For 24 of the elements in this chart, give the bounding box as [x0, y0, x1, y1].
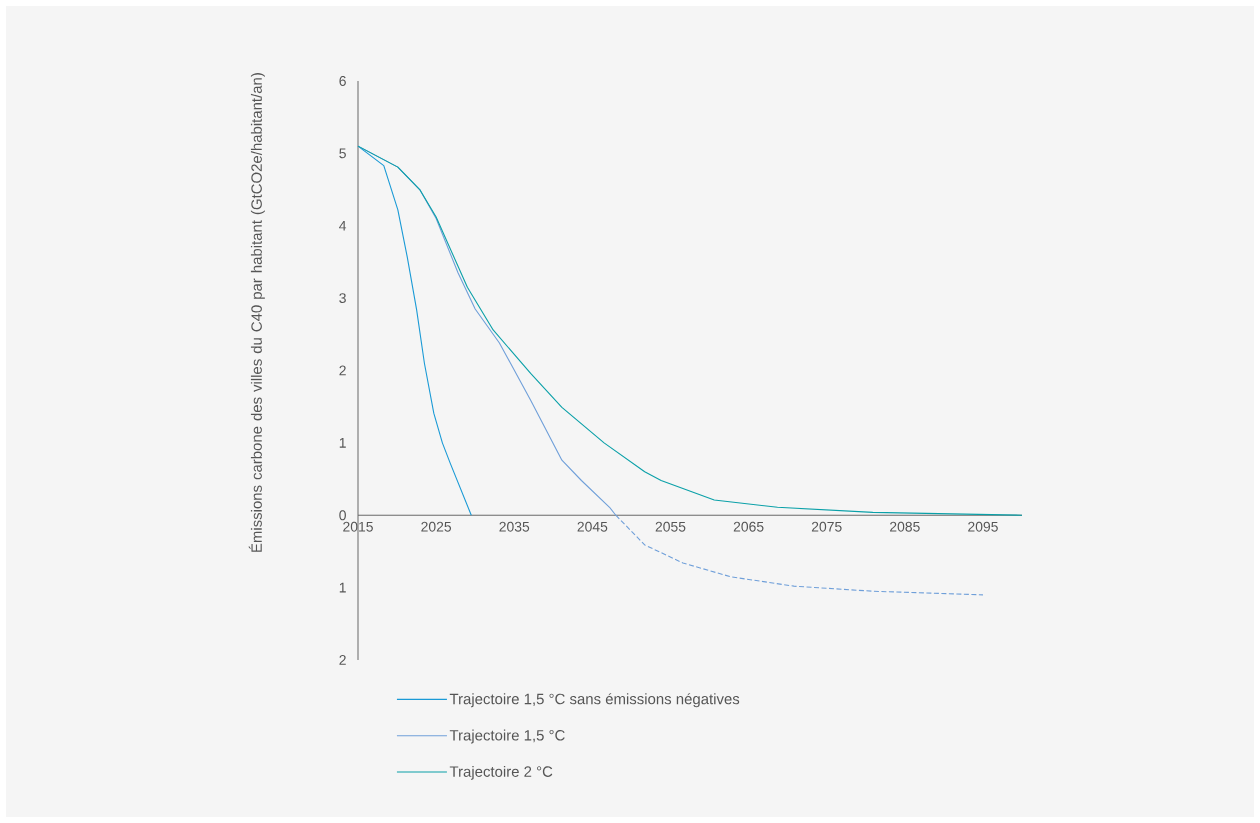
- y-tick-label: 0: [339, 510, 346, 521]
- x-tick-label: 2025: [421, 521, 452, 532]
- legend-label: Trajectoire 1,5 °C: [449, 729, 565, 744]
- y-tick-label: 1: [339, 438, 346, 448]
- x-tick-label: 2075: [811, 521, 842, 532]
- x-tick-label: 2085: [890, 521, 920, 532]
- y-tick-label: 2: [339, 365, 346, 376]
- x-tick-label: 2035: [499, 521, 530, 532]
- y-axis-title: Émissions carbone des villes du C40 par habitant (GtCO2e/habitant/an): [248, 73, 265, 552]
- y-tick-label: 2: [339, 655, 346, 665]
- x-tick-label: 2055: [655, 521, 686, 532]
- y-tick-label: 1: [339, 582, 346, 593]
- x-tick-label: 2065: [733, 521, 764, 532]
- x-tick-label: 2045: [577, 521, 608, 532]
- y-tick-label: 6: [339, 76, 346, 86]
- line-series: [357, 145, 1023, 516]
- legend-label: Trajectoire 1,5 °C sans émissions négatives: [449, 693, 740, 708]
- y-tick-label: 3: [339, 293, 346, 304]
- line-series: [357, 145, 472, 516]
- x-tick-label: 2015: [343, 521, 373, 532]
- x-tick-label: 2095: [968, 521, 998, 532]
- legend-label: Trajectoire 2 °C: [449, 765, 553, 780]
- y-tick-label: 4: [339, 220, 347, 231]
- y-tick-label: 5: [339, 148, 346, 159]
